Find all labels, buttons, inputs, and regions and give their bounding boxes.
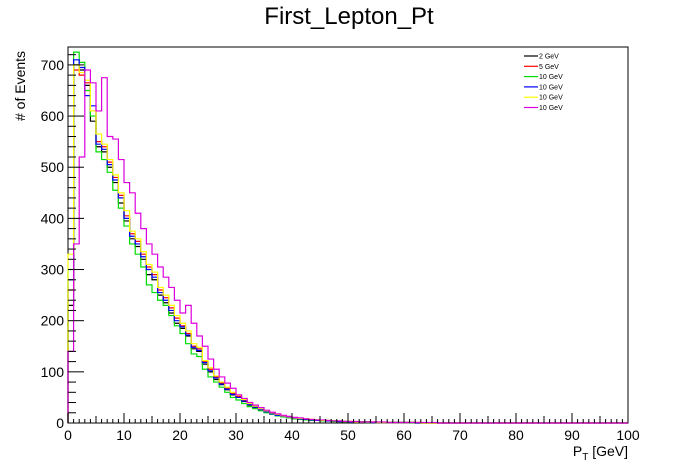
x-tick-label: 50: [340, 427, 356, 443]
x-tick-label: 100: [616, 427, 640, 443]
x-tick-label: 60: [396, 427, 412, 443]
legend: 2 GeV 5 GeV 10 GeV 10 GeV 10 GeV 10 GeV: [524, 54, 563, 112]
y-tick-label: 200: [41, 313, 65, 329]
x-tick-label: 0: [64, 427, 72, 443]
x-tick-label: 80: [508, 427, 524, 443]
x-axis: 0 10 20 30 40 50 60 70 80 90 100: [64, 413, 640, 443]
x-tick-label: 20: [172, 427, 188, 443]
x-tick-label: 70: [452, 427, 468, 443]
legend-label: 5 GeV: [539, 64, 559, 71]
x-tick-label: 10: [116, 427, 132, 443]
legend-label: 10 GeV: [539, 84, 563, 91]
x-axis-label-sub: T: [582, 452, 588, 463]
legend-label: 10 GeV: [539, 105, 563, 112]
y-tick-label: 700: [41, 57, 65, 73]
chart-title: First_Lepton_Pt: [264, 3, 434, 30]
y-axis-label: # of Events: [12, 51, 28, 121]
y-axis-label-group: # of Events: [12, 51, 28, 121]
y-tick-label: 400: [41, 210, 65, 226]
y-tick-label: 0: [56, 415, 64, 431]
x-tick-label: 30: [228, 427, 244, 443]
x-axis-label-main: P: [573, 443, 582, 459]
x-tick-label: 40: [284, 427, 300, 443]
legend-label: 10 GeV: [539, 74, 563, 81]
y-tick-label: 100: [41, 364, 65, 380]
series-line-5: [67, 69, 628, 424]
plot-frame: [67, 46, 629, 424]
y-tick-label: 500: [41, 159, 65, 175]
x-tick-label: 90: [564, 427, 580, 443]
legend-label: 2 GeV: [539, 54, 559, 61]
legend-label: 10 GeV: [539, 95, 563, 102]
series-line-3: [67, 59, 628, 424]
y-tick-label: 300: [41, 262, 65, 278]
x-axis-label: PT [GeV]: [573, 443, 628, 463]
y-axis: 0 100 200 300 400 500 600 700: [41, 54, 84, 431]
y-tick-label: 600: [41, 108, 65, 124]
x-axis-label-unit: [GeV]: [588, 443, 628, 459]
